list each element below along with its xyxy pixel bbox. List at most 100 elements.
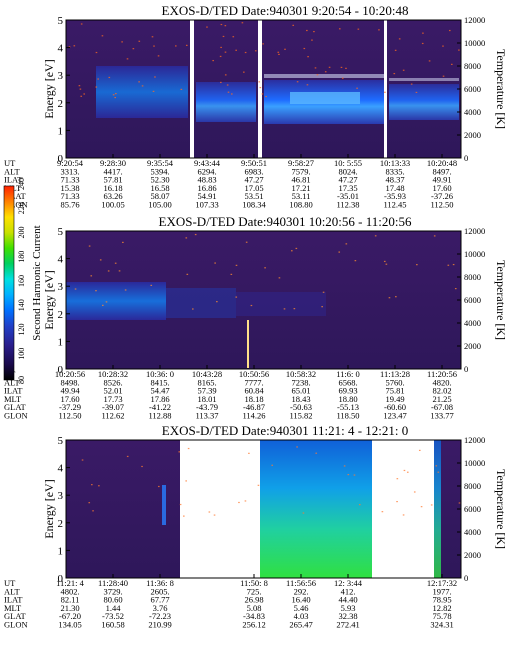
orbit-cell: 80.60 <box>103 595 122 605</box>
trace-point <box>122 241 124 244</box>
orbit-row-label: ALT <box>4 377 21 387</box>
orbit-cell: 78.95 <box>432 595 451 605</box>
trace-point <box>381 511 384 513</box>
trace-point <box>284 48 286 50</box>
trace-point <box>428 60 431 62</box>
trace-point <box>88 502 91 504</box>
data-gap <box>258 20 262 158</box>
trace-point <box>141 85 144 87</box>
trace-point <box>374 235 377 237</box>
temperature-tick-label: 2000 <box>464 550 481 560</box>
orbit-cell: 82.11 <box>61 595 80 605</box>
trace-point <box>238 501 240 504</box>
trace-point <box>341 77 344 79</box>
trace-point <box>232 36 235 38</box>
orbit-cell: -67.20 <box>59 611 81 621</box>
orbit-cell: 17.05 <box>244 183 263 193</box>
orbit-cell: 53.51 <box>244 191 263 201</box>
orbit-cell: -35.93 <box>384 191 406 201</box>
trace-point <box>179 503 182 506</box>
panel-1: EXOS-D/TED Date:940301 9:20:54 - 10:20:4… <box>4 3 505 210</box>
orbit-cell: 210.99 <box>148 620 171 630</box>
trace-point <box>150 284 153 287</box>
orbit-cell: 57.39 <box>197 386 216 396</box>
trace-point <box>214 262 216 264</box>
orbit-cell: 8415. <box>150 377 169 387</box>
data-gap <box>190 20 194 158</box>
trace-point <box>345 67 347 69</box>
trace-point <box>420 506 423 508</box>
orbit-cell: 5394. <box>150 166 169 176</box>
orbit-cell: -35.01 <box>337 191 359 201</box>
temperature-tick-label: 8000 <box>464 481 481 491</box>
trace-point <box>396 500 398 503</box>
trace-point <box>328 66 331 68</box>
energy-tick-label: 3 <box>58 70 64 82</box>
trace-point <box>154 76 156 78</box>
trace-point <box>458 49 460 51</box>
trace-point <box>243 71 245 73</box>
trace-point <box>245 241 248 243</box>
orbit-cell: 112.50 <box>58 411 81 421</box>
temperature-tick-label: 10000 <box>464 458 485 468</box>
orbit-cell: 134.05 <box>58 620 81 630</box>
trace-point <box>421 42 424 45</box>
orbit-cell: 67.77 <box>150 595 169 605</box>
orbit-cell: 324.31 <box>430 620 453 630</box>
plasma-band <box>96 66 188 118</box>
colorbar-tick-label: 220 <box>17 202 26 214</box>
trace-point <box>422 32 424 34</box>
trace-point <box>264 267 266 269</box>
orbit-cell: 21.30 <box>60 603 79 613</box>
plasma-blob <box>162 485 166 525</box>
trace-point <box>353 474 356 476</box>
orbit-cell: 12:17:32 <box>427 578 457 588</box>
orbit-cell: 725. <box>247 586 262 596</box>
trace-point <box>388 297 391 299</box>
orbit-cell: 3729. <box>103 586 122 596</box>
trace-point <box>259 86 262 89</box>
orbit-cell: 11:13:28 <box>380 369 410 379</box>
orbit-cell: 17.86 <box>150 394 169 404</box>
trace-point <box>79 88 82 90</box>
orbit-cell: 48.37 <box>385 175 404 185</box>
orbit-table: UT 11:21: 4 11:28:40 11:36: 8 11:50: 8 11:56:… <box>4 574 457 630</box>
trace-point <box>185 44 188 46</box>
orbit-cell: 16.40 <box>291 595 310 605</box>
trace-point <box>180 88 183 91</box>
trace-point <box>185 237 188 239</box>
orbit-row-label: ALT <box>4 166 21 176</box>
trace-point <box>90 275 93 277</box>
trace-point <box>124 289 127 291</box>
trace-point <box>153 45 155 47</box>
trace-point <box>313 31 315 33</box>
trace-point <box>220 81 222 84</box>
trace-point <box>410 83 413 85</box>
trace-point <box>394 49 397 51</box>
trace-point <box>340 66 343 69</box>
temperature-axis-label: Temperature [K] <box>494 260 505 340</box>
energy-tick-label: 5 <box>58 435 64 447</box>
trace-point <box>101 35 104 37</box>
energy-tick-label: 0 <box>58 153 64 165</box>
orbit-cell: 18.80 <box>338 394 357 404</box>
orbit-cell: 7579. <box>291 166 310 176</box>
trace-point <box>306 84 309 86</box>
trace-point <box>258 81 261 83</box>
orbit-cell: 6983. <box>244 166 263 176</box>
orbit-cell: -39.07 <box>102 402 124 412</box>
orbit-cell: 48.83 <box>197 175 216 185</box>
orbit-cell: 10:36: 0 <box>146 369 174 379</box>
temperature-tick-label: 0 <box>464 573 468 583</box>
trace-point <box>448 29 451 32</box>
colorbar-tick-label: 140 <box>17 299 26 311</box>
trace-point <box>216 301 218 303</box>
trace-point <box>324 71 327 73</box>
energy-tick-label: 3 <box>58 490 64 502</box>
orbit-cell: 4.03 <box>294 611 309 621</box>
orbit-cell: 256.12 <box>242 620 265 630</box>
colorbar-label: Second Harmonic Current <box>31 225 43 340</box>
trace-point <box>315 452 318 454</box>
trace-point <box>192 308 194 310</box>
